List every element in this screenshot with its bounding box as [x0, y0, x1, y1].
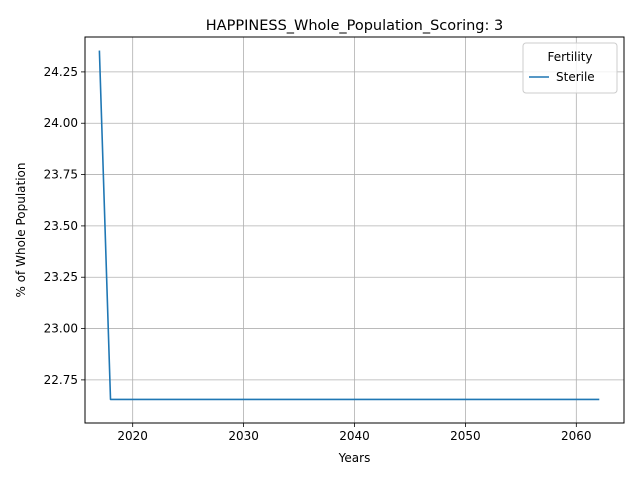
axis-ticks: 2020 2030 2040 2050 2060 22.75 23.00 23.25 23.50… [44, 65, 592, 443]
y-tick-label: 23.00 [44, 322, 78, 336]
chart-title: HAPPINESS_Whole_Population_Scoring: 3 [206, 18, 503, 34]
y-tick-label: 23.50 [44, 219, 78, 233]
x-tick-label: 2040 [339, 429, 370, 443]
x-tick-label: 2060 [561, 429, 592, 443]
y-tick-label: 23.75 [44, 168, 78, 182]
y-tick-label: 23.25 [44, 270, 78, 284]
grid-lines [85, 37, 624, 423]
y-tick-label: 22.75 [44, 373, 78, 387]
x-tick-label: 2030 [228, 429, 259, 443]
x-tick-label: 2020 [117, 429, 148, 443]
series-lines [98, 50, 600, 401]
legend: Fertility Sterile [522, 42, 618, 94]
x-axis-label: Years [338, 451, 371, 465]
x-tick-label: 2050 [450, 429, 481, 443]
y-axis-label: % of Whole Population [14, 163, 28, 298]
y-tick-label: 24.25 [44, 65, 78, 79]
legend-title: Fertility [547, 50, 592, 64]
y-tick-label: 24.00 [44, 116, 78, 130]
legend-label-sterile: Sterile [556, 70, 595, 84]
legend-box [522, 42, 618, 94]
series-line-sterile [98, 50, 600, 401]
